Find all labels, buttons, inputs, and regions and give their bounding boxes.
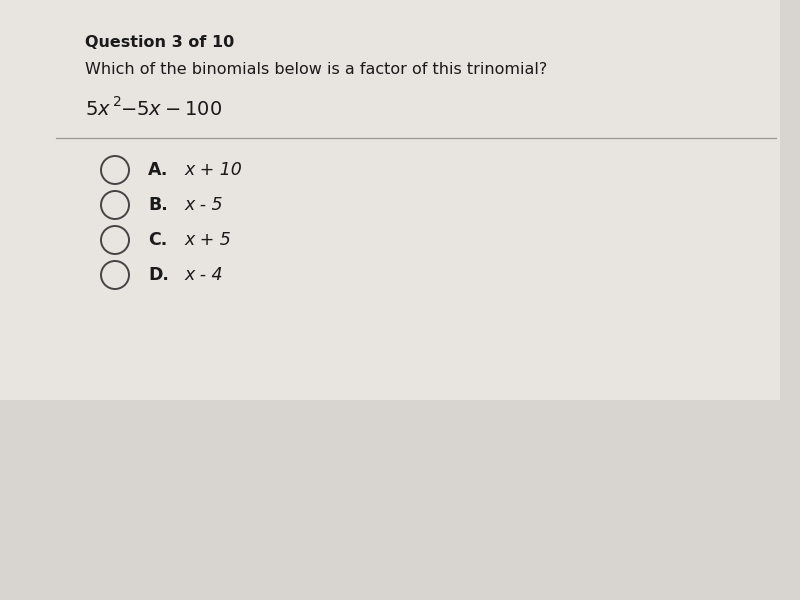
Text: A.: A. bbox=[148, 161, 168, 179]
Text: Question 3 of 10: Question 3 of 10 bbox=[85, 35, 234, 50]
Text: 2: 2 bbox=[113, 95, 122, 109]
Text: B.: B. bbox=[148, 196, 168, 214]
Text: D.: D. bbox=[148, 266, 169, 284]
Text: Which of the binomials below is a factor of this trinomial?: Which of the binomials below is a factor… bbox=[85, 62, 547, 77]
Text: $- 5x - 100$: $- 5x - 100$ bbox=[120, 100, 222, 119]
Text: x - 4: x - 4 bbox=[184, 266, 222, 284]
Text: x + 5: x + 5 bbox=[184, 231, 230, 249]
Text: $5x$: $5x$ bbox=[85, 100, 111, 119]
Text: x - 5: x - 5 bbox=[184, 196, 222, 214]
Text: x + 10: x + 10 bbox=[184, 161, 242, 179]
Text: C.: C. bbox=[148, 231, 167, 249]
Bar bbox=[0, 0, 780, 400]
